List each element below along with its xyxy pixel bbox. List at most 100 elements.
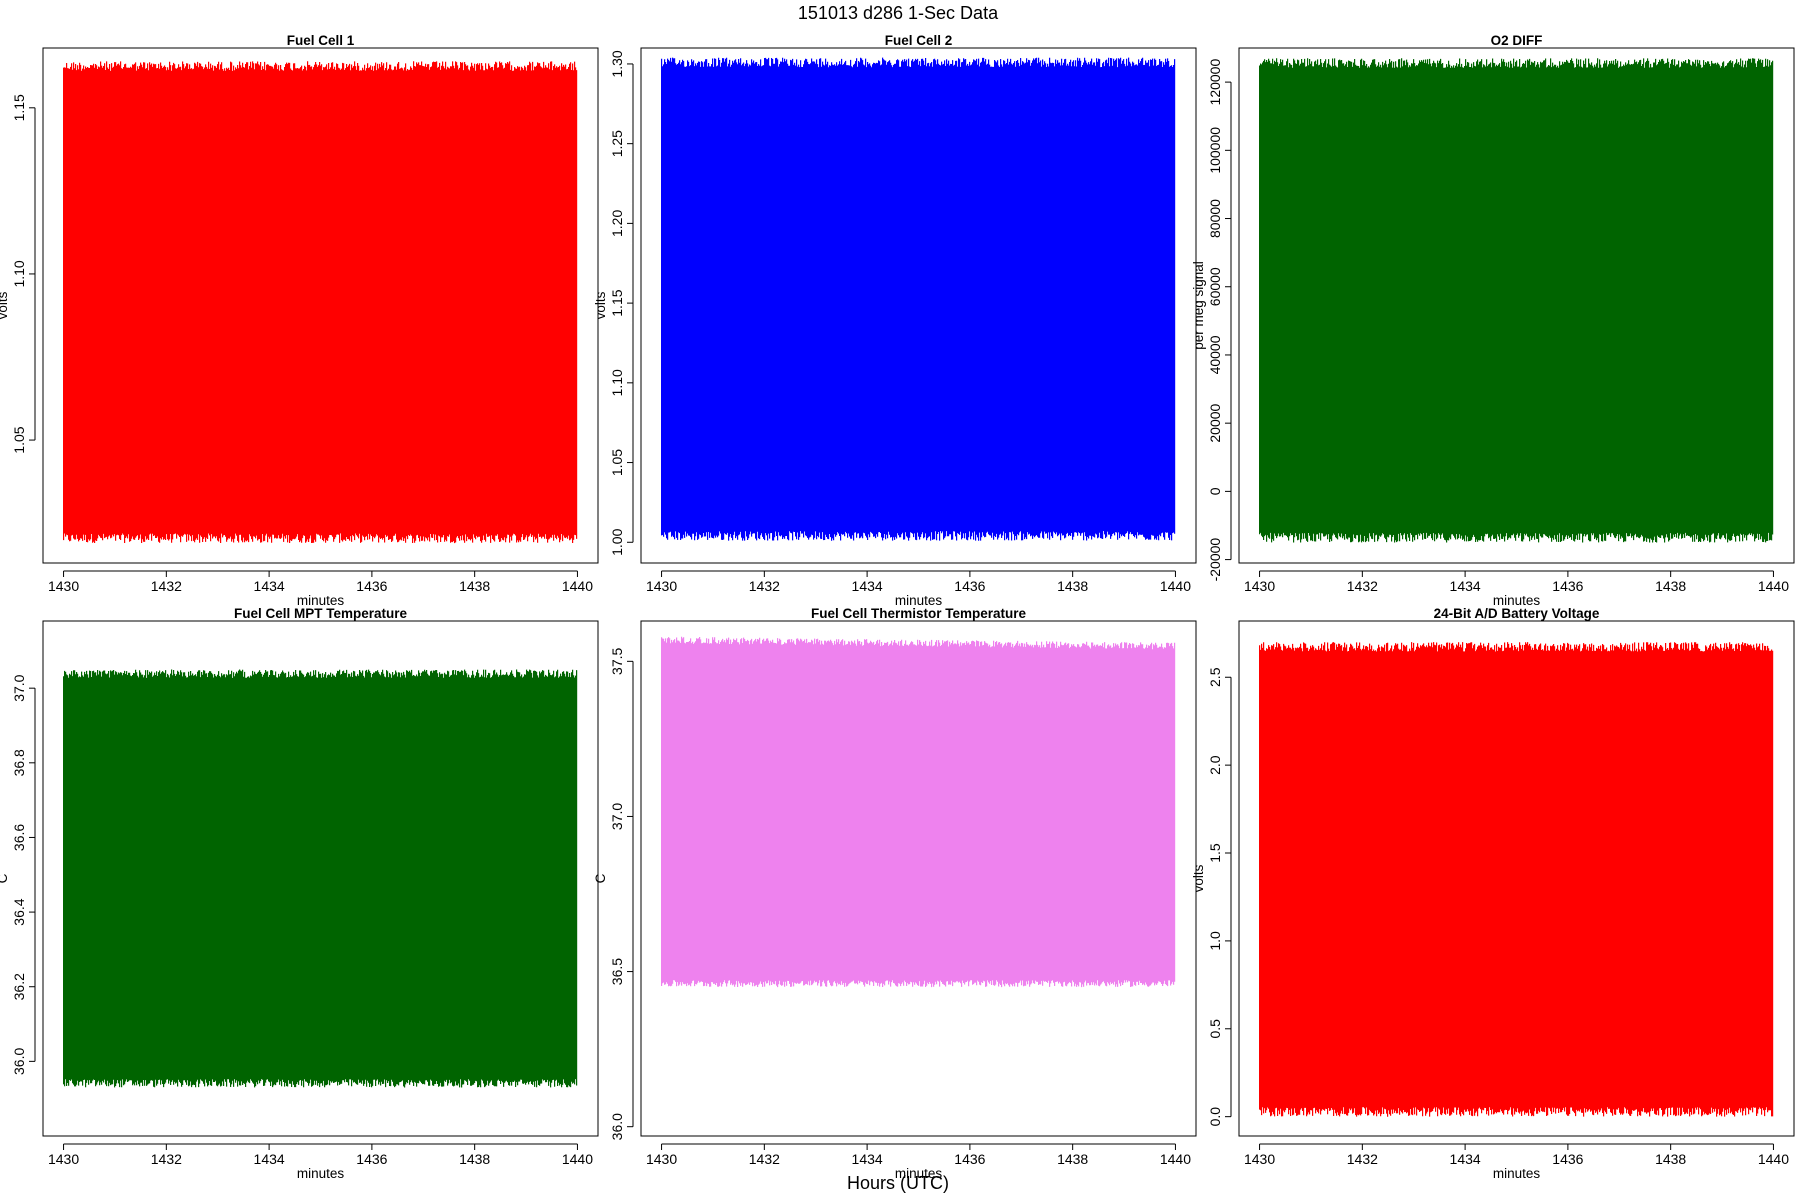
chart-title: 24-Bit A/D Battery Voltage [1434,606,1600,621]
x-tick-label: 1436 [356,1151,387,1167]
plot-frame [42,620,599,1137]
chart-panel-1: Fuel Cell 1 1430 1432 1434 1436 1438 1440 minut… [0,33,599,608]
x-axis-label: minutes [895,1166,943,1181]
x-axis-label: minutes [1493,593,1541,608]
y-tick-label: 36.4 [11,898,27,925]
y-tick-label: 1.25 [609,130,625,157]
y-tick-label: 1.10 [609,369,625,396]
y-axis-label: volts [593,291,608,319]
x-tick-label: 1432 [1347,1151,1378,1167]
series-line [63,669,578,1088]
x-tick-label: 1440 [1160,578,1191,594]
y-tick-label: 1.10 [11,260,27,287]
x-tick-label: 1440 [1758,1151,1789,1167]
y-tick-label: 36.5 [609,958,625,985]
y-tick-label: 2.5 [1207,667,1223,687]
chart-title: Fuel Cell 1 [287,33,355,48]
plot-frame [640,47,1197,564]
y-axis-label: per meg signal [1191,261,1206,350]
x-tick-label: 1434 [1450,1151,1481,1167]
x-tick-label: 1430 [48,578,79,594]
x-axis-label: minutes [297,593,345,608]
plot-frame [42,47,599,564]
y-tick-label: 1.05 [11,426,27,453]
y-tick-label: 37.0 [11,674,27,701]
series-line [1259,58,1774,543]
y-tick-label: 36.2 [11,973,27,1000]
plot-frame [1238,620,1795,1137]
x-tick-label: 1436 [1552,578,1583,594]
x-tick-label: 1434 [1450,578,1481,594]
x-tick-label: 1440 [562,1151,593,1167]
x-tick-label: 1432 [749,578,780,594]
x-tick-label: 1432 [749,1151,780,1167]
y-tick-label: 37.5 [609,647,625,674]
y-tick-label: 1.15 [609,289,625,316]
y-tick-label: 2.0 [1207,755,1223,775]
y-tick-label: 1.5 [1207,843,1223,863]
y-tick-label: 1.30 [609,50,625,77]
x-tick-label: 1434 [254,578,285,594]
y-tick-label: 1.00 [609,528,625,555]
chart-panel-3: O2 DIFF 1430 1432 1434 1436 1438 1440 minutes -2… [1191,33,1795,608]
x-tick-label: 1430 [646,578,677,594]
series-line [661,636,1176,988]
y-tick-label: 36.0 [11,1048,27,1075]
x-tick-label: 1430 [48,1151,79,1167]
x-tick-label: 1436 [1552,1151,1583,1167]
x-tick-label: 1436 [954,578,985,594]
x-tick-label: 1440 [1758,578,1789,594]
figure-outer-xlabel: Hours (UTC) [847,1173,949,1193]
y-axis-label: C [0,873,10,883]
chart-panels: Fuel Cell 1 1430 1432 1434 1436 1438 1440 minut… [0,33,1795,1181]
y-tick-label: 40000 [1207,335,1223,374]
x-tick-label: 1430 [1244,578,1275,594]
series-line [1259,642,1774,1117]
y-tick-label: 37.0 [609,803,625,830]
chart-title: Fuel Cell MPT Temperature [234,606,408,621]
x-tick-label: 1434 [852,1151,883,1167]
x-axis-label: minutes [1493,1166,1541,1181]
y-tick-label: 0.0 [1207,1107,1223,1127]
y-tick-label: 0 [1207,487,1223,495]
x-tick-label: 1430 [646,1151,677,1167]
x-tick-label: 1438 [1057,1151,1088,1167]
y-axis-label: volts [1191,864,1206,892]
x-tick-label: 1432 [151,578,182,594]
y-tick-label: 1.0 [1207,931,1223,951]
y-tick-label: 36.0 [609,1113,625,1140]
y-tick-label: 120000 [1207,59,1223,106]
x-axis-label: minutes [297,1166,345,1181]
series-line [63,61,578,544]
y-tick-label: 80000 [1207,199,1223,238]
chart-title: O2 DIFF [1491,33,1543,48]
x-tick-label: 1438 [1057,578,1088,594]
plot-frame [640,620,1197,1137]
y-tick-label: 60000 [1207,267,1223,306]
x-tick-label: 1432 [1347,578,1378,594]
y-tick-label: 1.05 [609,449,625,476]
x-tick-label: 1440 [562,578,593,594]
chart-panel-5: Fuel Cell Thermistor Temperature 1430 1432… [593,606,1197,1181]
chart-title: Fuel Cell 2 [885,33,953,48]
x-tick-label: 1434 [852,578,883,594]
x-tick-label: 1438 [1655,578,1686,594]
x-axis-label: minutes [895,593,943,608]
chart-panel-4: Fuel Cell MPT Temperature 1430 1432 1434 143… [0,606,599,1181]
chart-panel-2: Fuel Cell 2 1430 1432 1434 1436 1438 1440 minut… [593,33,1197,608]
y-tick-label: 1.15 [11,94,27,121]
x-tick-label: 1430 [1244,1151,1275,1167]
x-tick-label: 1440 [1160,1151,1191,1167]
y-tick-label: 36.6 [11,824,27,851]
chart-title: Fuel Cell Thermistor Temperature [811,606,1027,621]
y-tick-label: 1.20 [609,210,625,237]
figure-main-title: 151013 d286 1-Sec Data [798,3,999,23]
y-tick-label: -20000 [1207,538,1223,582]
x-tick-label: 1438 [459,578,490,594]
x-tick-label: 1432 [151,1151,182,1167]
x-tick-label: 1434 [254,1151,285,1167]
x-tick-label: 1438 [459,1151,490,1167]
y-tick-label: 20000 [1207,403,1223,442]
y-tick-label: 100000 [1207,127,1223,174]
